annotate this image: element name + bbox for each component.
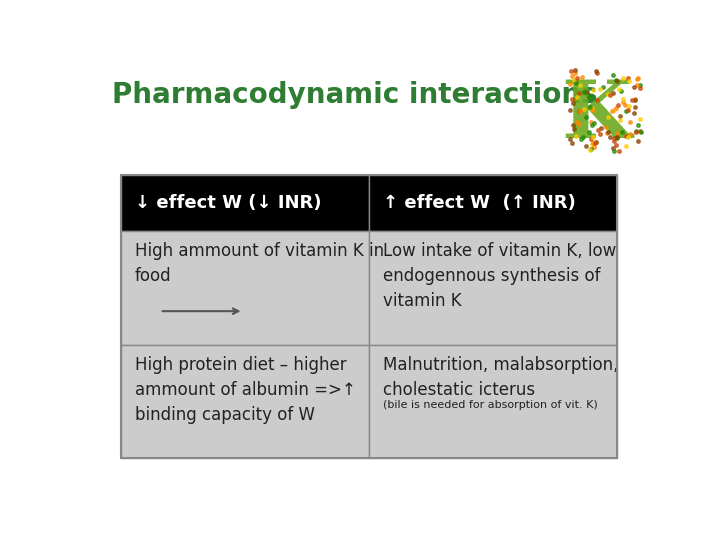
Text: ↓ effect W (↓ INR): ↓ effect W (↓ INR) bbox=[135, 194, 321, 212]
Text: Pharmacodynamic interactions: Pharmacodynamic interactions bbox=[112, 82, 598, 110]
Text: ↑ effect W  (↑ INR): ↑ effect W (↑ INR) bbox=[383, 194, 576, 212]
Text: Malnutrition, malabsorption,
cholestatic icterus: Malnutrition, malabsorption, cholestatic… bbox=[383, 356, 618, 399]
Text: Low intake of vitamin K, low
endogennous synthesis of
vitamin K: Low intake of vitamin K, low endogennous… bbox=[383, 241, 616, 309]
Bar bbox=[369, 231, 617, 346]
Bar bbox=[121, 346, 369, 458]
Bar bbox=[369, 175, 617, 231]
Bar bbox=[121, 231, 369, 346]
Text: (bile is needed for absorption of vit. K): (bile is needed for absorption of vit. K… bbox=[383, 400, 598, 409]
Bar bbox=[121, 175, 617, 458]
Text: High protein diet – higher
ammount of albumin =>↑
binding capacity of W: High protein diet – higher ammount of al… bbox=[135, 356, 356, 424]
Bar bbox=[369, 346, 617, 458]
Text: K: K bbox=[562, 77, 631, 156]
FancyBboxPatch shape bbox=[84, 60, 654, 485]
Text: High ammount of vitamin K in
food: High ammount of vitamin K in food bbox=[135, 241, 384, 285]
Bar bbox=[121, 175, 369, 231]
